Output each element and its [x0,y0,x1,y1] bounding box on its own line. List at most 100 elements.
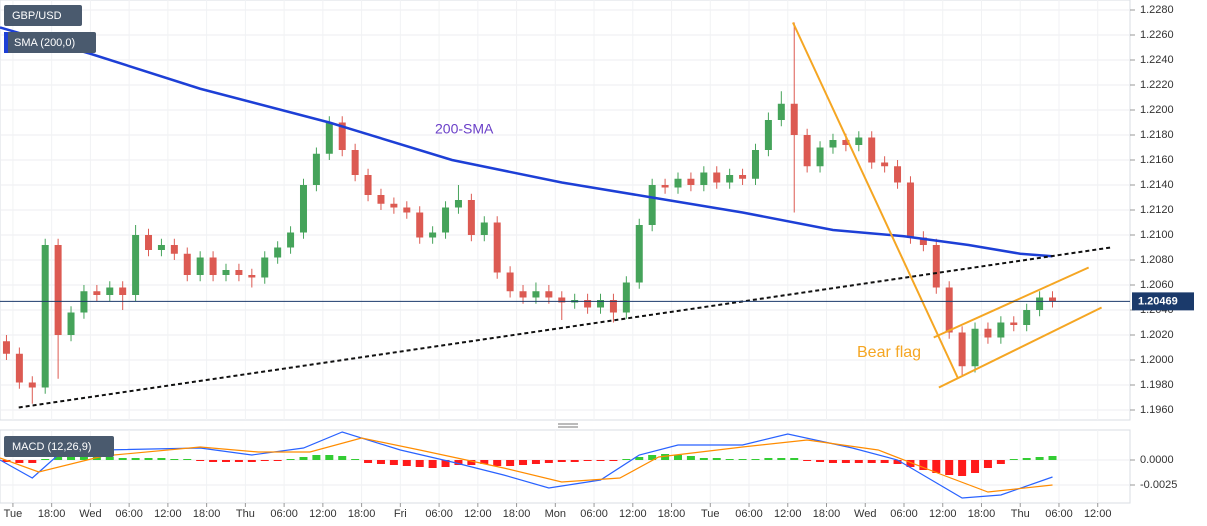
macd-histogram-bar [79,457,88,460]
candle-body [351,150,359,175]
macd-histogram-bar [828,460,837,463]
x-tick-label: 12:00 [464,508,492,520]
candle-body [790,103,798,135]
macd-histogram-bar [67,457,76,460]
macd-histogram-bar [312,455,321,460]
macd-histogram-bar [816,460,825,462]
candle-body [248,275,256,278]
macd-histogram-bar [919,460,928,470]
macd-histogram-bar [622,459,631,460]
candle-body [584,300,592,308]
macd-histogram-bar [854,460,863,463]
y-tick-label: 1.2100 [1140,229,1174,241]
x-tick-label: 12:00 [309,508,337,520]
chart-title: GBP/USD [12,10,62,22]
candle-body [816,147,824,167]
macd-histogram-bar [183,459,192,460]
macd-histogram-bar [493,460,502,466]
labels: GBP/USD SMA (200,0) MACD (12,26,9) 200-S… [4,4,1194,520]
marks [0,22,1130,499]
candle-body [984,328,992,338]
macd-histogram-bar [1035,457,1044,460]
macd-histogram-bar [338,456,347,460]
macd-histogram-bar [286,459,295,460]
macd-histogram-bar [971,460,980,473]
candle-body [558,297,566,303]
macd-histogram-bar [196,460,205,461]
x-tick-label: 06:00 [425,508,453,520]
symbol-box [4,5,82,26]
y-tick-label: 1.2260 [1140,29,1174,41]
candle-body [687,178,695,185]
macd-histogram-bar [441,460,450,467]
sma-legend: SMA (200,0) [14,37,75,49]
candle-body [274,247,282,258]
candle-body [674,178,682,188]
candle-body [170,245,178,254]
macd-histogram-bar [1048,456,1057,460]
x-tick-label: 06:00 [115,508,143,520]
macd-histogram-bar [454,460,463,465]
last-price-box [1132,292,1194,311]
macd-histogram-bar [531,460,540,464]
candle-body [842,140,850,145]
x-tick-label: Wed [79,508,101,520]
candle-body [338,122,346,150]
macd-histogram-bar [958,460,967,476]
macd-histogram-bar [15,460,24,463]
macd-legend: MACD (12,26,9) [12,441,91,453]
candle-body [235,270,243,275]
panel-resize-handle[interactable] [558,423,578,428]
macd-histogram-bar [906,460,915,467]
x-tick-label: 12:00 [774,508,802,520]
trend-line [18,246,1111,409]
candle-body [261,257,269,278]
candle-body [700,172,708,185]
candle-body [971,328,979,367]
macd-histogram-bar [583,460,592,461]
macd-line [0,431,1053,499]
x-tick-label: Tue [701,508,720,520]
macd-histogram-bar [674,455,682,460]
macd-histogram-bar [557,460,566,462]
macd-histogram-bar [945,460,954,475]
sma-legend-swatch [4,32,8,53]
candle-body [222,270,230,275]
candle-body [622,282,630,313]
candle-body [364,175,372,195]
candle-body [480,222,488,235]
macd-histogram-bar [880,460,889,463]
x-tick-label: 18:00 [348,508,376,520]
y-tick-label: 1.2200 [1140,104,1174,116]
candle-body [2,341,10,354]
y-tick-label: 1.2120 [1140,204,1174,216]
x-tick-label: 06:00 [270,508,298,520]
macd-histogram-bar [725,459,734,460]
macd-histogram-bar [983,460,992,468]
x-tick-label: 18:00 [813,508,841,520]
macd-histogram-bar [222,460,230,462]
macd-histogram-bar [841,460,850,463]
candle-body [41,245,49,388]
y-tick-label: 1.2180 [1140,129,1174,141]
candle-body [377,195,385,204]
macd-histogram-bar [751,459,760,460]
macd-histogram-bar [54,457,63,460]
macd-histogram-bar [648,455,657,460]
x-tick-label: 06:00 [735,508,763,520]
macd-histogram-bar [893,460,902,464]
candle-body [726,175,734,183]
macd-histogram-bar [415,460,424,467]
x-tick-label: 12:00 [154,508,182,520]
candle-body [1010,322,1018,325]
candle-body [881,162,889,167]
macd-histogram-bar [234,460,243,462]
candle-body [506,272,514,292]
macd-histogram-bar [467,460,476,465]
macd-histogram-bar [209,460,218,462]
y-tick-label: 1.1960 [1140,404,1174,416]
candle-body [442,207,450,233]
candle-body [751,150,759,179]
x-tick-label: 06:00 [580,508,608,520]
